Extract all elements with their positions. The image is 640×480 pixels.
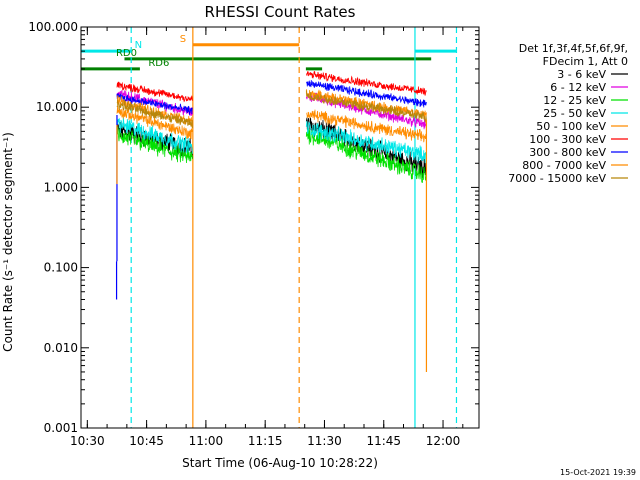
legend-entry-label: 300 - 800 keV [529, 146, 606, 159]
legend-entry-label: 100 - 300 keV [529, 133, 606, 146]
legend-entry-label: 25 - 50 keV [543, 107, 606, 120]
y-tick-label: 0.001 [44, 421, 78, 435]
series-line [305, 92, 427, 130]
legend-entry-label: 6 - 12 keV [550, 81, 606, 94]
x-tick-label: 10:30 [70, 434, 105, 448]
plot-frame [80, 26, 480, 429]
series-line [305, 90, 427, 123]
series-line [305, 80, 427, 108]
flag-boundary-lines [130, 27, 458, 428]
legend-entry-label: 50 - 100 keV [536, 120, 606, 133]
x-tick-label: 10:45 [129, 434, 164, 448]
legend-header: Det 1f,3f,4f,5f,6f,9f, [519, 42, 628, 55]
legend-header: FDecim 1, Att 0 [543, 55, 628, 68]
x-axis-label: Start Time (06-Aug-10 10:28:22) [182, 456, 378, 470]
y-tick-label: 0.010 [44, 341, 78, 355]
y-tick-label: 0.100 [44, 261, 78, 275]
x-tick-label: 11:00 [189, 434, 224, 448]
series-line [116, 116, 193, 154]
count-rate-series [116, 70, 427, 183]
series-line [116, 92, 193, 115]
flag-label-rd6: RD6 [148, 58, 169, 69]
y-tick-label: 100.000 [28, 20, 78, 34]
series-line [116, 99, 193, 129]
flag-label-s: S [180, 34, 186, 45]
legend-entry-label: 800 - 7000 keV [522, 159, 606, 172]
flag-label-n: N [135, 40, 142, 51]
x-tick-label: 12:00 [426, 434, 461, 448]
series-line [305, 127, 427, 183]
chart-title: RHESSI Count Rates [205, 3, 356, 21]
legend-entry-label: 7000 - 15000 keV [508, 172, 606, 185]
timestamp: 15-Oct-2021 19:39 [560, 468, 636, 477]
y-tick-label: 1.000 [44, 180, 78, 194]
x-tick-label: 11:45 [366, 434, 401, 448]
series-line [306, 109, 427, 143]
legend-entry-label: 12 - 25 keV [543, 94, 606, 107]
rate-drop-lines [115, 114, 428, 372]
series-line [305, 120, 427, 164]
x-tick-label: 11:30 [307, 434, 342, 448]
series-line [116, 105, 193, 140]
legend-entry-label: 3 - 6 keV [557, 68, 606, 81]
series-line [116, 81, 193, 103]
legend: Det 1f,3f,4f,5f,6f,9f,FDecim 1, Att 03 -… [508, 42, 628, 185]
series-line [305, 70, 427, 96]
y-tick-label: 10.000 [36, 100, 78, 114]
flag-label-rd0: RD0 [116, 48, 137, 59]
x-tick-label: 11:15 [248, 434, 283, 448]
y-axis-label: Count Rate (s⁻¹ detector segment⁻¹) [1, 132, 15, 352]
axes: 10:30 10:45 11:00 11:15 11:30 11:45 12:00 100.0… [28, 20, 479, 448]
